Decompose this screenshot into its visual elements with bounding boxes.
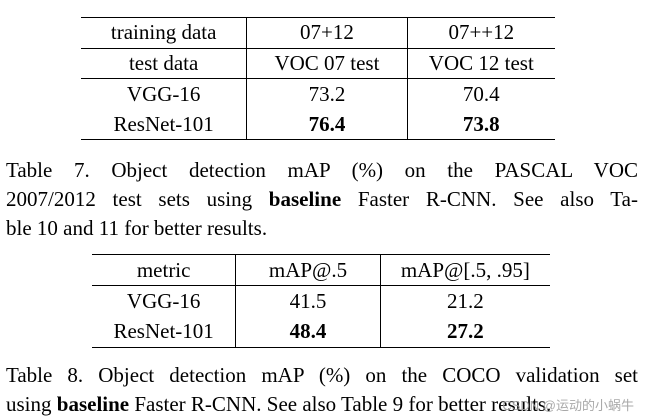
caption-emphasis: baseline xyxy=(268,187,342,211)
table-cell: metric xyxy=(92,254,237,286)
caption-text: 2007/2012 test sets using xyxy=(6,187,269,211)
table-cell: VOC 12 test xyxy=(407,48,555,79)
caption-line: Table 7. Object detection mAP (%) on the… xyxy=(6,158,638,182)
table-cell: VGG-16 xyxy=(92,285,237,317)
table-7-caption: Table 7. Object detection mAP (%) on the… xyxy=(6,156,638,243)
caption-line: ble 10 and 11 for better results. xyxy=(6,216,268,240)
table-cell-best: 73.8 xyxy=(462,111,500,136)
table-cell: 70.4 xyxy=(462,81,500,106)
caption-line: using baseline Faster R-CNN. See also Ta… xyxy=(6,390,638,419)
watermark: CSDN @运动的小蜗牛 xyxy=(502,398,634,413)
caption-text: Faster R-CNN. See also Ta- xyxy=(341,187,638,211)
table-cell: test data xyxy=(81,48,248,79)
table-cell: 73.2 xyxy=(246,78,408,109)
caption-line: 2007/2012 test sets using baseline Faste… xyxy=(6,185,638,214)
table-row: VGG-16 73.2 70.4 xyxy=(81,78,555,109)
table-8: metric mAP@.5 mAP@[.5, .95] VGG-16 41.5 … xyxy=(92,254,550,348)
table-7: training data 07+12 07++12 test data VOC… xyxy=(81,17,555,140)
table-row: metric mAP@.5 mAP@[.5, .95] xyxy=(92,254,550,286)
caption-line: Table 8. Object detection mAP (%) on the… xyxy=(6,363,638,387)
table-cell: ResNet-101 xyxy=(81,109,248,140)
table-row: ResNet-101 48.4 27.2 xyxy=(92,316,550,348)
caption-text: using xyxy=(6,392,57,416)
table-cell: 21.2 xyxy=(446,288,484,313)
table-cell: training data xyxy=(81,17,248,49)
table-row: ResNet-101 76.4 73.8 xyxy=(81,109,555,140)
table-cell-best: 76.4 xyxy=(246,109,408,140)
table-8-caption: Table 8. Object detection mAP (%) on the… xyxy=(6,361,638,419)
table-cell: VOC 07 test xyxy=(246,48,408,79)
table-cell-best: 27.2 xyxy=(446,319,484,344)
table-cell: 41.5 xyxy=(235,285,381,317)
table-cell: 07++12 xyxy=(407,17,555,49)
table-row: training data 07+12 07++12 xyxy=(81,17,555,49)
table-row: test data VOC 07 test VOC 12 test xyxy=(81,48,555,79)
table-cell: mAP@.5 xyxy=(235,254,381,286)
table-cell: VGG-16 xyxy=(81,78,248,109)
table-cell: mAP@[.5, .95] xyxy=(380,254,550,286)
table-row: VGG-16 41.5 21.2 xyxy=(92,285,550,317)
caption-emphasis: baseline xyxy=(56,392,130,416)
table-cell-best: 48.4 xyxy=(235,316,381,348)
table-cell: 07+12 xyxy=(246,17,408,49)
table-cell: ResNet-101 xyxy=(92,316,237,348)
caption-text: Faster R-CNN. See also Table 9 for bette… xyxy=(129,392,552,416)
